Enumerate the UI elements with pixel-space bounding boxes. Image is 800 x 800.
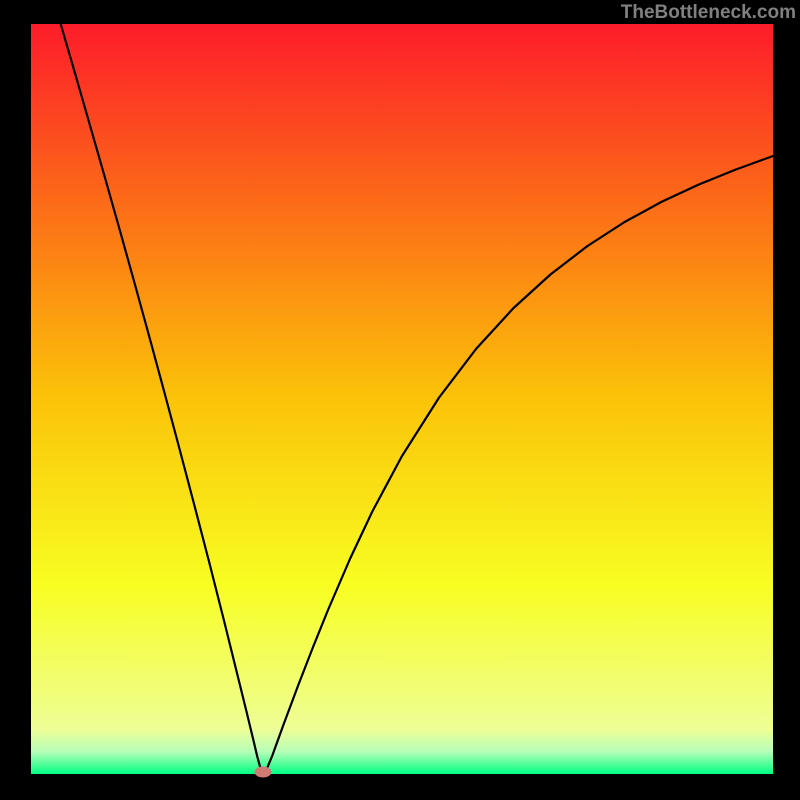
optimal-point-marker xyxy=(255,766,272,777)
watermark-text: TheBottleneck.com xyxy=(617,0,800,26)
curve-svg xyxy=(31,24,773,774)
bottleneck-curve xyxy=(61,24,773,774)
plot-area xyxy=(31,24,773,774)
